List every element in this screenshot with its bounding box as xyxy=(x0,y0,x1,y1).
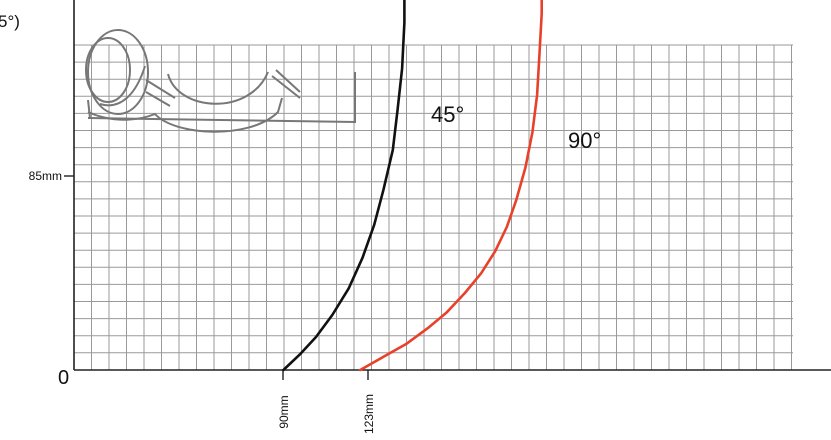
y-tick-label: 85mm xyxy=(29,169,62,183)
circular-saw-blade-illustration xyxy=(85,29,356,133)
x-tick-label: 123mm xyxy=(362,394,376,434)
chart-title-fragment: 5°) xyxy=(0,12,20,31)
series-line-90 xyxy=(358,0,543,372)
series-line-45 xyxy=(282,0,406,372)
series-label-45: 45° xyxy=(431,102,464,127)
series-layer xyxy=(282,0,543,372)
series-label-90: 90° xyxy=(568,128,601,153)
grid xyxy=(74,44,793,370)
origin-label: 0 xyxy=(58,367,69,389)
x-tick-label: 90mm xyxy=(277,395,291,428)
